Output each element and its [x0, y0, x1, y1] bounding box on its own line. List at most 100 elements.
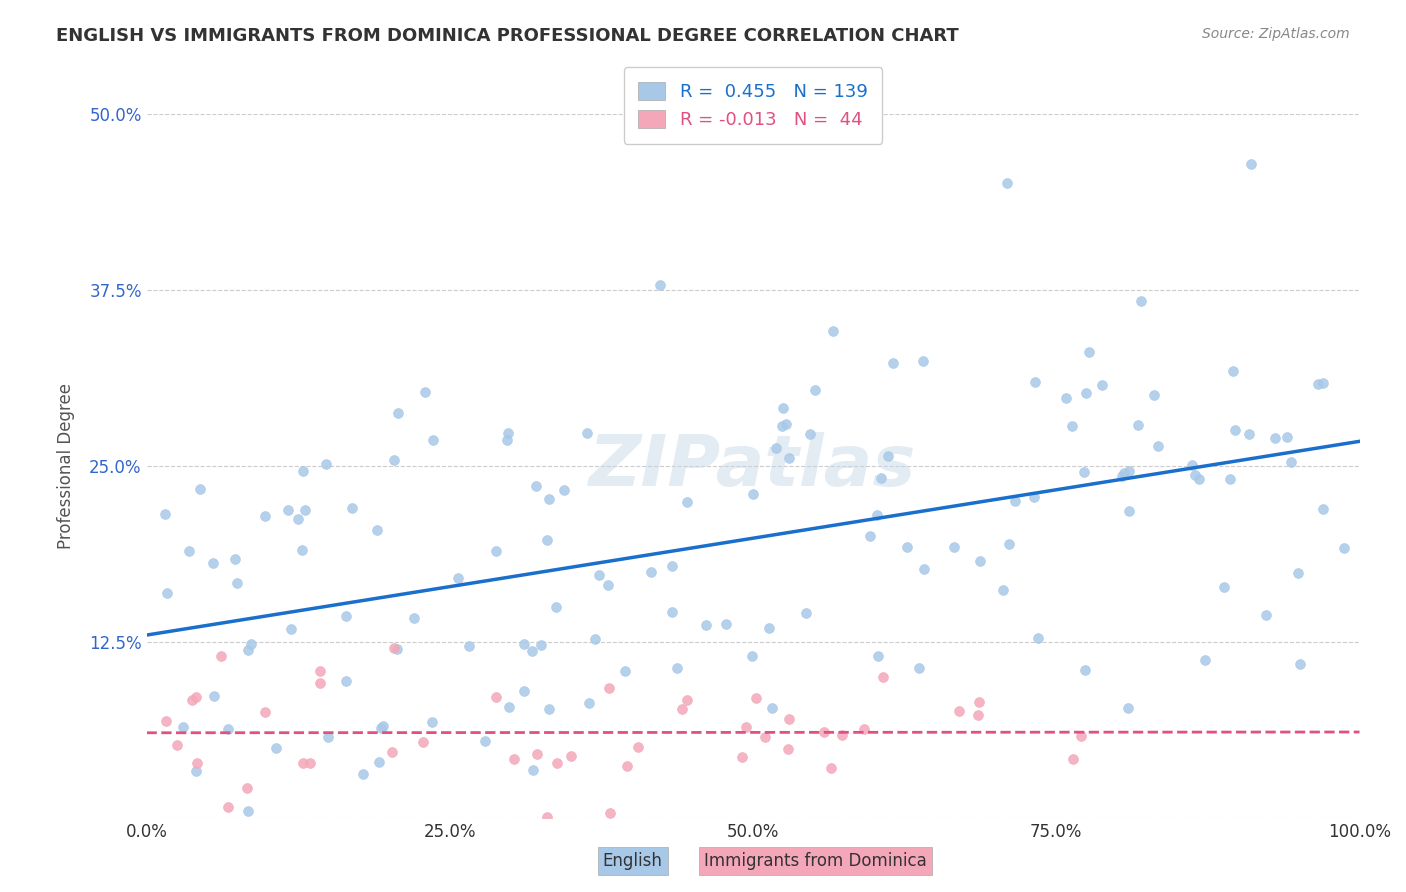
Point: [813, 725, 835, 739]
Point: [291, 543, 314, 558]
Point: [1181, 458, 1204, 473]
Point: [997, 176, 1019, 190]
Point: [896, 541, 918, 555]
Point: [1073, 465, 1095, 479]
Point: [821, 324, 844, 338]
Point: [676, 693, 699, 707]
Point: [217, 722, 239, 736]
Point: [765, 441, 787, 455]
Point: [583, 632, 606, 646]
Point: [287, 512, 309, 526]
Point: [614, 664, 637, 678]
Point: [155, 714, 177, 729]
Point: [458, 640, 481, 654]
Point: [277, 503, 299, 517]
Point: [382, 453, 405, 467]
Point: [1078, 344, 1101, 359]
Point: [778, 450, 800, 465]
Point: [1184, 468, 1206, 483]
Point: [412, 734, 434, 748]
Point: [1024, 375, 1046, 389]
Point: [280, 622, 302, 636]
Point: [714, 617, 737, 632]
Point: [661, 558, 683, 573]
Point: [869, 470, 891, 484]
Point: [495, 433, 517, 447]
Point: [1062, 752, 1084, 766]
Point: [536, 810, 558, 824]
Point: [1237, 427, 1260, 442]
Point: [882, 356, 904, 370]
Point: [794, 606, 817, 620]
Point: [1188, 472, 1211, 486]
Point: [224, 551, 246, 566]
Point: [598, 681, 620, 696]
Point: [498, 425, 520, 440]
Point: [485, 690, 508, 704]
Legend: R =  0.455   N = 139, R = -0.013   N =  44: R = 0.455 N = 139, R = -0.013 N = 44: [624, 67, 882, 144]
Point: [186, 756, 208, 770]
Point: [544, 600, 567, 615]
Point: [943, 541, 966, 555]
Point: [502, 752, 524, 766]
Point: [666, 661, 689, 675]
Point: [292, 756, 315, 770]
Point: [1254, 608, 1277, 623]
Point: [1026, 631, 1049, 645]
Point: [371, 719, 394, 733]
Point: [526, 747, 548, 762]
Point: [474, 734, 496, 748]
Point: [387, 641, 409, 656]
Point: [204, 689, 226, 703]
Point: [912, 562, 935, 576]
Point: [485, 544, 508, 558]
Point: [1054, 391, 1077, 405]
Point: [576, 426, 599, 441]
Point: [308, 676, 330, 690]
Point: [735, 720, 758, 734]
Point: [1219, 472, 1241, 486]
Point: [578, 696, 600, 710]
Point: [422, 433, 444, 447]
Point: [1239, 157, 1261, 171]
Point: [546, 756, 568, 771]
Point: [225, 575, 247, 590]
Point: [294, 502, 316, 516]
Point: [820, 761, 842, 775]
Point: [758, 621, 780, 635]
Point: [998, 537, 1021, 551]
Point: [172, 720, 194, 734]
Point: [1112, 466, 1135, 480]
Point: [1312, 502, 1334, 516]
Point: [745, 690, 768, 705]
Point: [382, 641, 405, 656]
Point: [676, 495, 699, 509]
Point: [1312, 376, 1334, 391]
Point: [1116, 701, 1139, 715]
Y-axis label: Professional Degree: Professional Degree: [58, 384, 75, 549]
Point: [1118, 464, 1140, 478]
Point: [671, 701, 693, 715]
Point: [1222, 364, 1244, 378]
Point: [967, 695, 990, 709]
Point: [368, 755, 391, 769]
Point: [238, 805, 260, 819]
Text: English: English: [603, 852, 662, 870]
Point: [253, 705, 276, 719]
Point: [1070, 729, 1092, 743]
Point: [731, 750, 754, 764]
Point: [179, 543, 201, 558]
Point: [948, 704, 970, 718]
Point: [538, 701, 561, 715]
Point: [598, 578, 620, 592]
Point: [761, 701, 783, 715]
Point: [640, 566, 662, 580]
Point: [201, 556, 224, 570]
Point: [370, 721, 392, 735]
Point: [1279, 455, 1302, 469]
Point: [1308, 376, 1330, 391]
Point: [166, 738, 188, 752]
Point: [853, 722, 876, 736]
Point: [741, 648, 763, 663]
Point: [1286, 566, 1309, 580]
